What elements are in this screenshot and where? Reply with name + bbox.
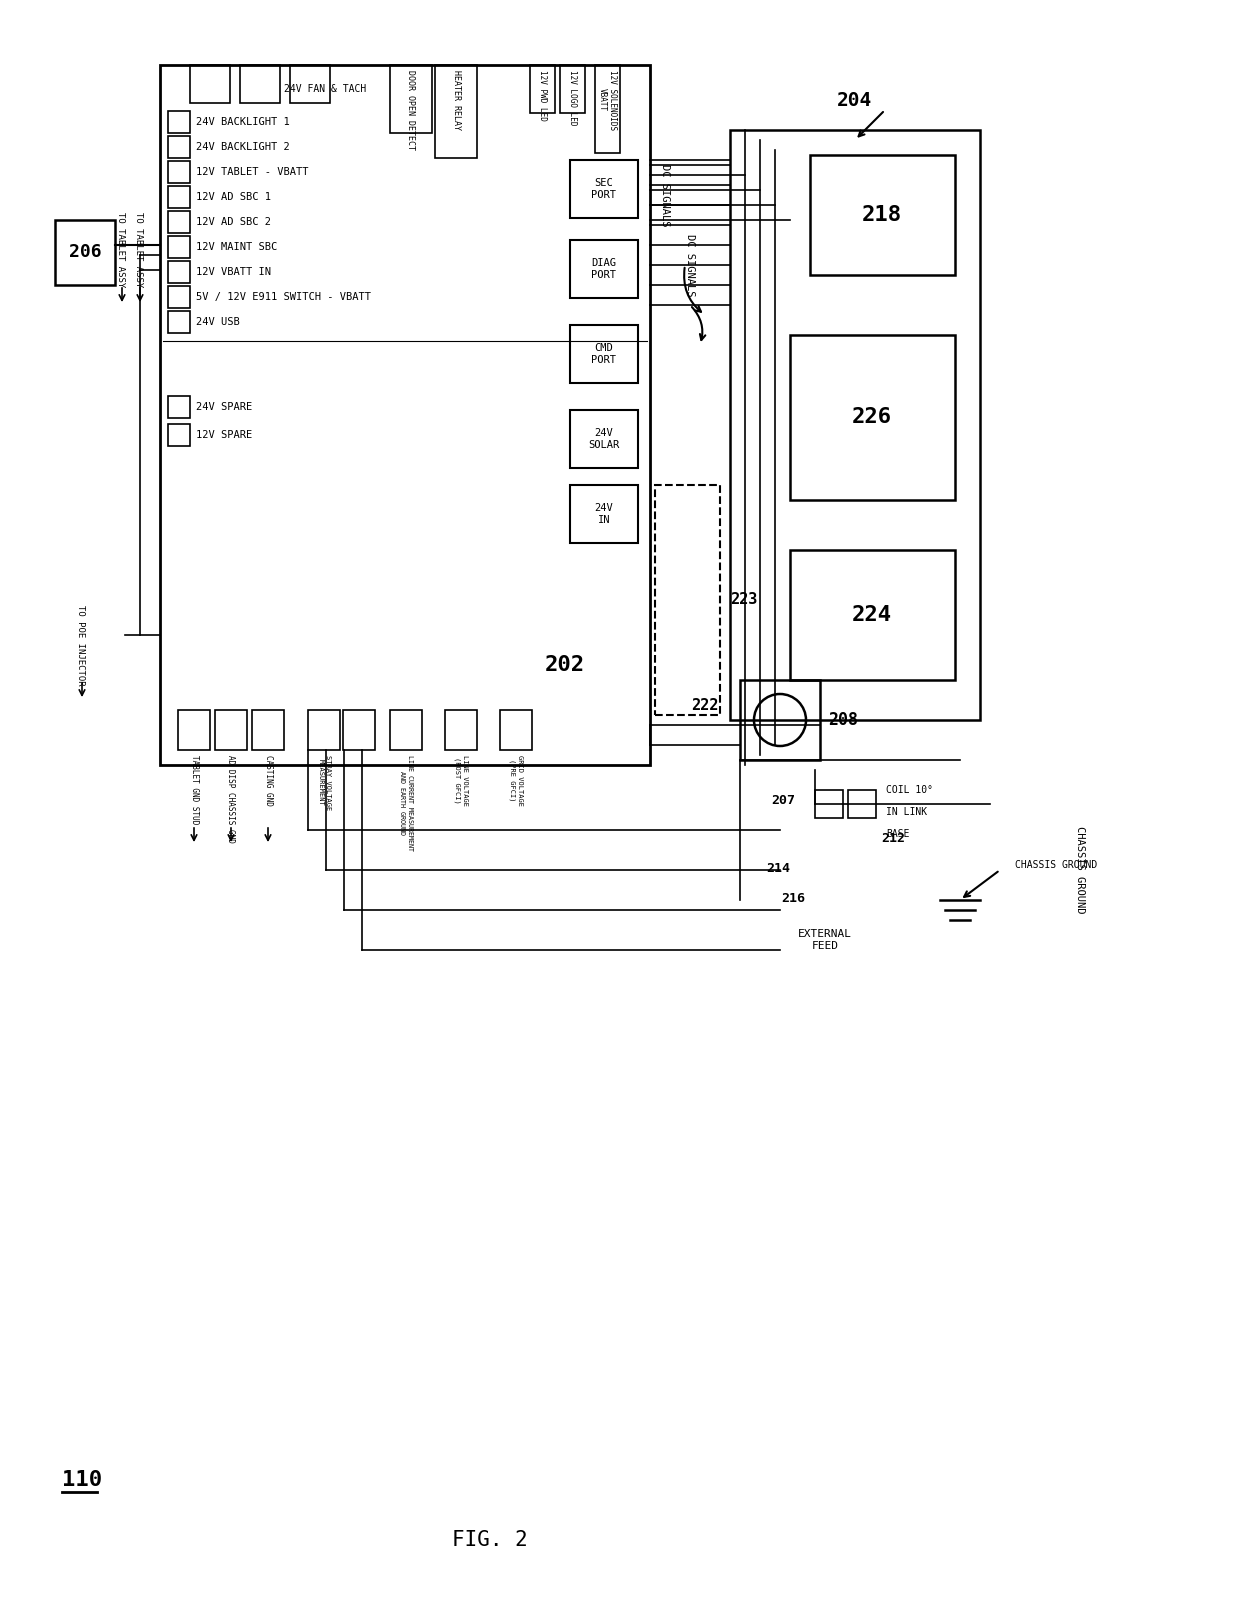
Bar bbox=[445, 710, 477, 749]
Text: DOOR OPEN DETECT: DOOR OPEN DETECT bbox=[407, 70, 415, 150]
Text: 24V FAN & TACH: 24V FAN & TACH bbox=[284, 85, 366, 94]
Text: 24V
SOLAR: 24V SOLAR bbox=[588, 428, 620, 449]
Text: 110: 110 bbox=[62, 1470, 102, 1489]
Bar bbox=[570, 160, 639, 217]
Text: LINE VOLTAGE
(POST GFCI): LINE VOLTAGE (POST GFCI) bbox=[454, 754, 467, 805]
Text: SEC
PORT: SEC PORT bbox=[591, 179, 616, 200]
Text: 24V BACKLIGHT 1: 24V BACKLIGHT 1 bbox=[196, 117, 290, 126]
Bar bbox=[570, 240, 639, 297]
Bar bbox=[167, 286, 190, 308]
Text: 24V
IN: 24V IN bbox=[595, 503, 614, 524]
Text: STRAY VOLTAGE
MEASUREMENT: STRAY VOLTAGE MEASUREMENT bbox=[317, 754, 331, 810]
Text: 204: 204 bbox=[837, 91, 873, 110]
Text: 12V TABLET - VBATT: 12V TABLET - VBATT bbox=[196, 168, 309, 177]
Text: CMD
PORT: CMD PORT bbox=[591, 344, 616, 364]
Text: LINE CURRENT MEASUREMENT
AND EARTH GROUND: LINE CURRENT MEASUREMENT AND EARTH GROUN… bbox=[399, 754, 413, 852]
Text: 206: 206 bbox=[68, 243, 102, 260]
Text: 12V AD SBC 2: 12V AD SBC 2 bbox=[196, 217, 272, 227]
Bar bbox=[655, 486, 720, 714]
Bar bbox=[160, 66, 650, 765]
Text: 226: 226 bbox=[852, 407, 892, 427]
Bar bbox=[55, 221, 115, 284]
Text: CHASSIS GROUND: CHASSIS GROUND bbox=[1016, 860, 1097, 869]
Bar bbox=[343, 710, 374, 749]
Text: 12V PWD LED: 12V PWD LED bbox=[537, 70, 547, 121]
Bar bbox=[167, 396, 190, 419]
Text: BASE: BASE bbox=[887, 829, 909, 839]
Text: 207: 207 bbox=[771, 794, 795, 807]
Text: DC SIGNALS: DC SIGNALS bbox=[660, 163, 670, 227]
Text: 24V SPARE: 24V SPARE bbox=[196, 403, 252, 412]
Bar bbox=[167, 161, 190, 184]
Text: 212: 212 bbox=[880, 831, 905, 844]
Text: AD DISP CHASSIS GND: AD DISP CHASSIS GND bbox=[227, 754, 236, 842]
Text: CHASSIS GROUND: CHASSIS GROUND bbox=[1075, 826, 1085, 914]
Bar bbox=[290, 66, 330, 102]
Bar bbox=[740, 681, 820, 761]
Bar bbox=[190, 66, 229, 102]
Bar bbox=[167, 136, 190, 158]
Bar bbox=[252, 710, 284, 749]
Text: TABLET GND STUD: TABLET GND STUD bbox=[190, 754, 198, 825]
Text: GRID VOLTAGE
(PRE GFCI): GRID VOLTAGE (PRE GFCI) bbox=[510, 754, 523, 805]
Bar bbox=[500, 710, 532, 749]
Text: 214: 214 bbox=[766, 861, 790, 874]
Bar bbox=[167, 423, 190, 446]
Text: 12V VBATT IN: 12V VBATT IN bbox=[196, 267, 272, 276]
Text: DIAG
PORT: DIAG PORT bbox=[591, 259, 616, 280]
Bar bbox=[167, 312, 190, 332]
Text: CASTING GND: CASTING GND bbox=[263, 754, 273, 805]
Bar bbox=[848, 789, 875, 818]
Text: 12V MAINT SBC: 12V MAINT SBC bbox=[196, 241, 278, 252]
Bar bbox=[215, 710, 247, 749]
Bar bbox=[167, 110, 190, 133]
Text: 222: 222 bbox=[692, 697, 719, 713]
Bar bbox=[560, 66, 585, 113]
Bar bbox=[570, 411, 639, 468]
Bar bbox=[179, 710, 210, 749]
Text: 12V SPARE: 12V SPARE bbox=[196, 430, 252, 439]
Bar bbox=[595, 66, 620, 153]
Text: 12V AD SBC 1: 12V AD SBC 1 bbox=[196, 192, 272, 201]
Text: 223: 223 bbox=[730, 593, 758, 607]
Text: TO POE INJECTOR: TO POE INJECTOR bbox=[76, 604, 84, 686]
Bar bbox=[391, 66, 432, 133]
Text: 5V / 12V E911 SWITCH - VBATT: 5V / 12V E911 SWITCH - VBATT bbox=[196, 292, 371, 302]
Text: 202: 202 bbox=[544, 655, 585, 674]
Text: TO TABLET ASSY: TO TABLET ASSY bbox=[134, 213, 143, 288]
Text: 12V LOGO LED: 12V LOGO LED bbox=[568, 70, 577, 126]
Text: 216: 216 bbox=[781, 892, 805, 904]
Bar bbox=[435, 66, 477, 158]
Bar bbox=[810, 155, 955, 275]
Bar bbox=[308, 710, 340, 749]
Bar bbox=[391, 710, 422, 749]
Bar bbox=[570, 486, 639, 543]
Text: FIG. 2: FIG. 2 bbox=[453, 1529, 528, 1550]
Text: IN LINK: IN LINK bbox=[887, 807, 928, 817]
Text: 24V USB: 24V USB bbox=[196, 316, 239, 328]
Bar bbox=[167, 211, 190, 233]
Text: 12V SOLENOIDS
VBATT: 12V SOLENOIDS VBATT bbox=[598, 70, 616, 129]
Text: 218: 218 bbox=[862, 205, 901, 225]
Text: EXTERNAL
FEED: EXTERNAL FEED bbox=[799, 928, 852, 951]
Bar bbox=[790, 550, 955, 681]
Bar bbox=[241, 66, 280, 102]
Bar bbox=[529, 66, 556, 113]
Text: 224: 224 bbox=[852, 606, 892, 625]
Bar bbox=[167, 237, 190, 257]
Text: COIL 10°: COIL 10° bbox=[887, 785, 932, 794]
Text: 208: 208 bbox=[828, 711, 858, 729]
Text: HEATER RELAY: HEATER RELAY bbox=[451, 70, 460, 129]
Bar bbox=[815, 789, 843, 818]
Bar bbox=[790, 336, 955, 500]
Text: DC SIGNALS: DC SIGNALS bbox=[684, 233, 694, 296]
Text: 24V BACKLIGHT 2: 24V BACKLIGHT 2 bbox=[196, 142, 290, 152]
Bar bbox=[730, 129, 980, 721]
Bar bbox=[167, 185, 190, 208]
Bar bbox=[570, 324, 639, 384]
Bar bbox=[167, 260, 190, 283]
Text: TO TABLET ASSY: TO TABLET ASSY bbox=[115, 213, 124, 288]
